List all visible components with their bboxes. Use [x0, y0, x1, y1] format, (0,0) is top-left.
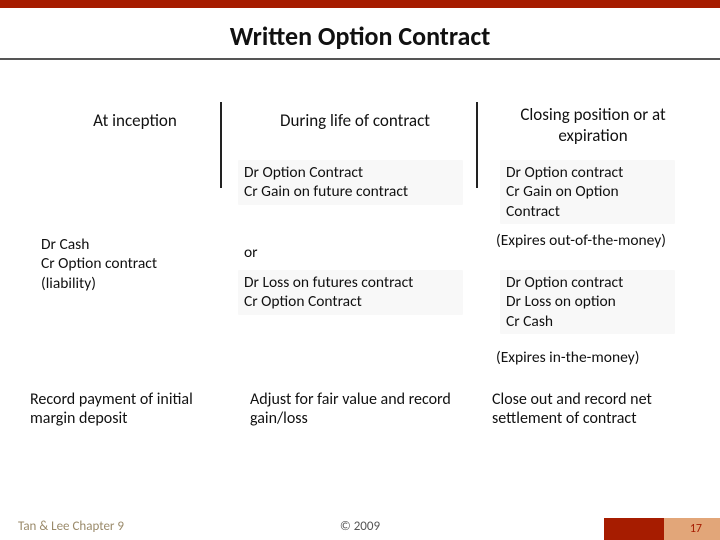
- accent-bar: [0, 0, 720, 8]
- summary-inception: Record payment of initial margin deposit: [30, 390, 235, 428]
- slide-title: Written Option Contract: [0, 20, 720, 52]
- footer: Tan & Lee Chapter 9 © 2009 17: [0, 510, 720, 540]
- entry-close-loss: Dr Option contractDr Loss on optionCr Ca…: [500, 270, 675, 334]
- divider-line: [220, 102, 222, 188]
- divider-line: [476, 102, 478, 188]
- content-area: At inception During life of contract Clo…: [0, 60, 720, 490]
- column-header-during: During life of contract: [250, 110, 460, 131]
- slide: Written Option Contract At inception Dur…: [0, 0, 720, 540]
- page-number: 17: [690, 522, 702, 536]
- column-header-closing: Closing position or at expiration: [498, 104, 688, 146]
- entry-during-loss: Dr Loss on futures contractCr Option Con…: [238, 270, 463, 315]
- note-out-of-money: (Expires out-of-the-money): [490, 228, 690, 253]
- entry-during-gain: Dr Option ContractCr Gain on future cont…: [238, 160, 463, 205]
- entry-close-gain: Dr Option contractCr Gain on Option Cont…: [500, 160, 675, 224]
- note-in-money: (Expires in-the-money): [490, 345, 700, 370]
- column-header-inception: At inception: [60, 110, 210, 131]
- summary-closing: Close out and record net settlement of c…: [492, 390, 692, 428]
- entry-inception: Dr CashCr Option contract (liability): [35, 232, 220, 296]
- summary-during: Adjust for fair value and record gain/lo…: [250, 390, 460, 428]
- footer-bar-red: [604, 518, 664, 540]
- title-area: Written Option Contract: [0, 8, 720, 60]
- entry-during-or: or: [238, 240, 288, 265]
